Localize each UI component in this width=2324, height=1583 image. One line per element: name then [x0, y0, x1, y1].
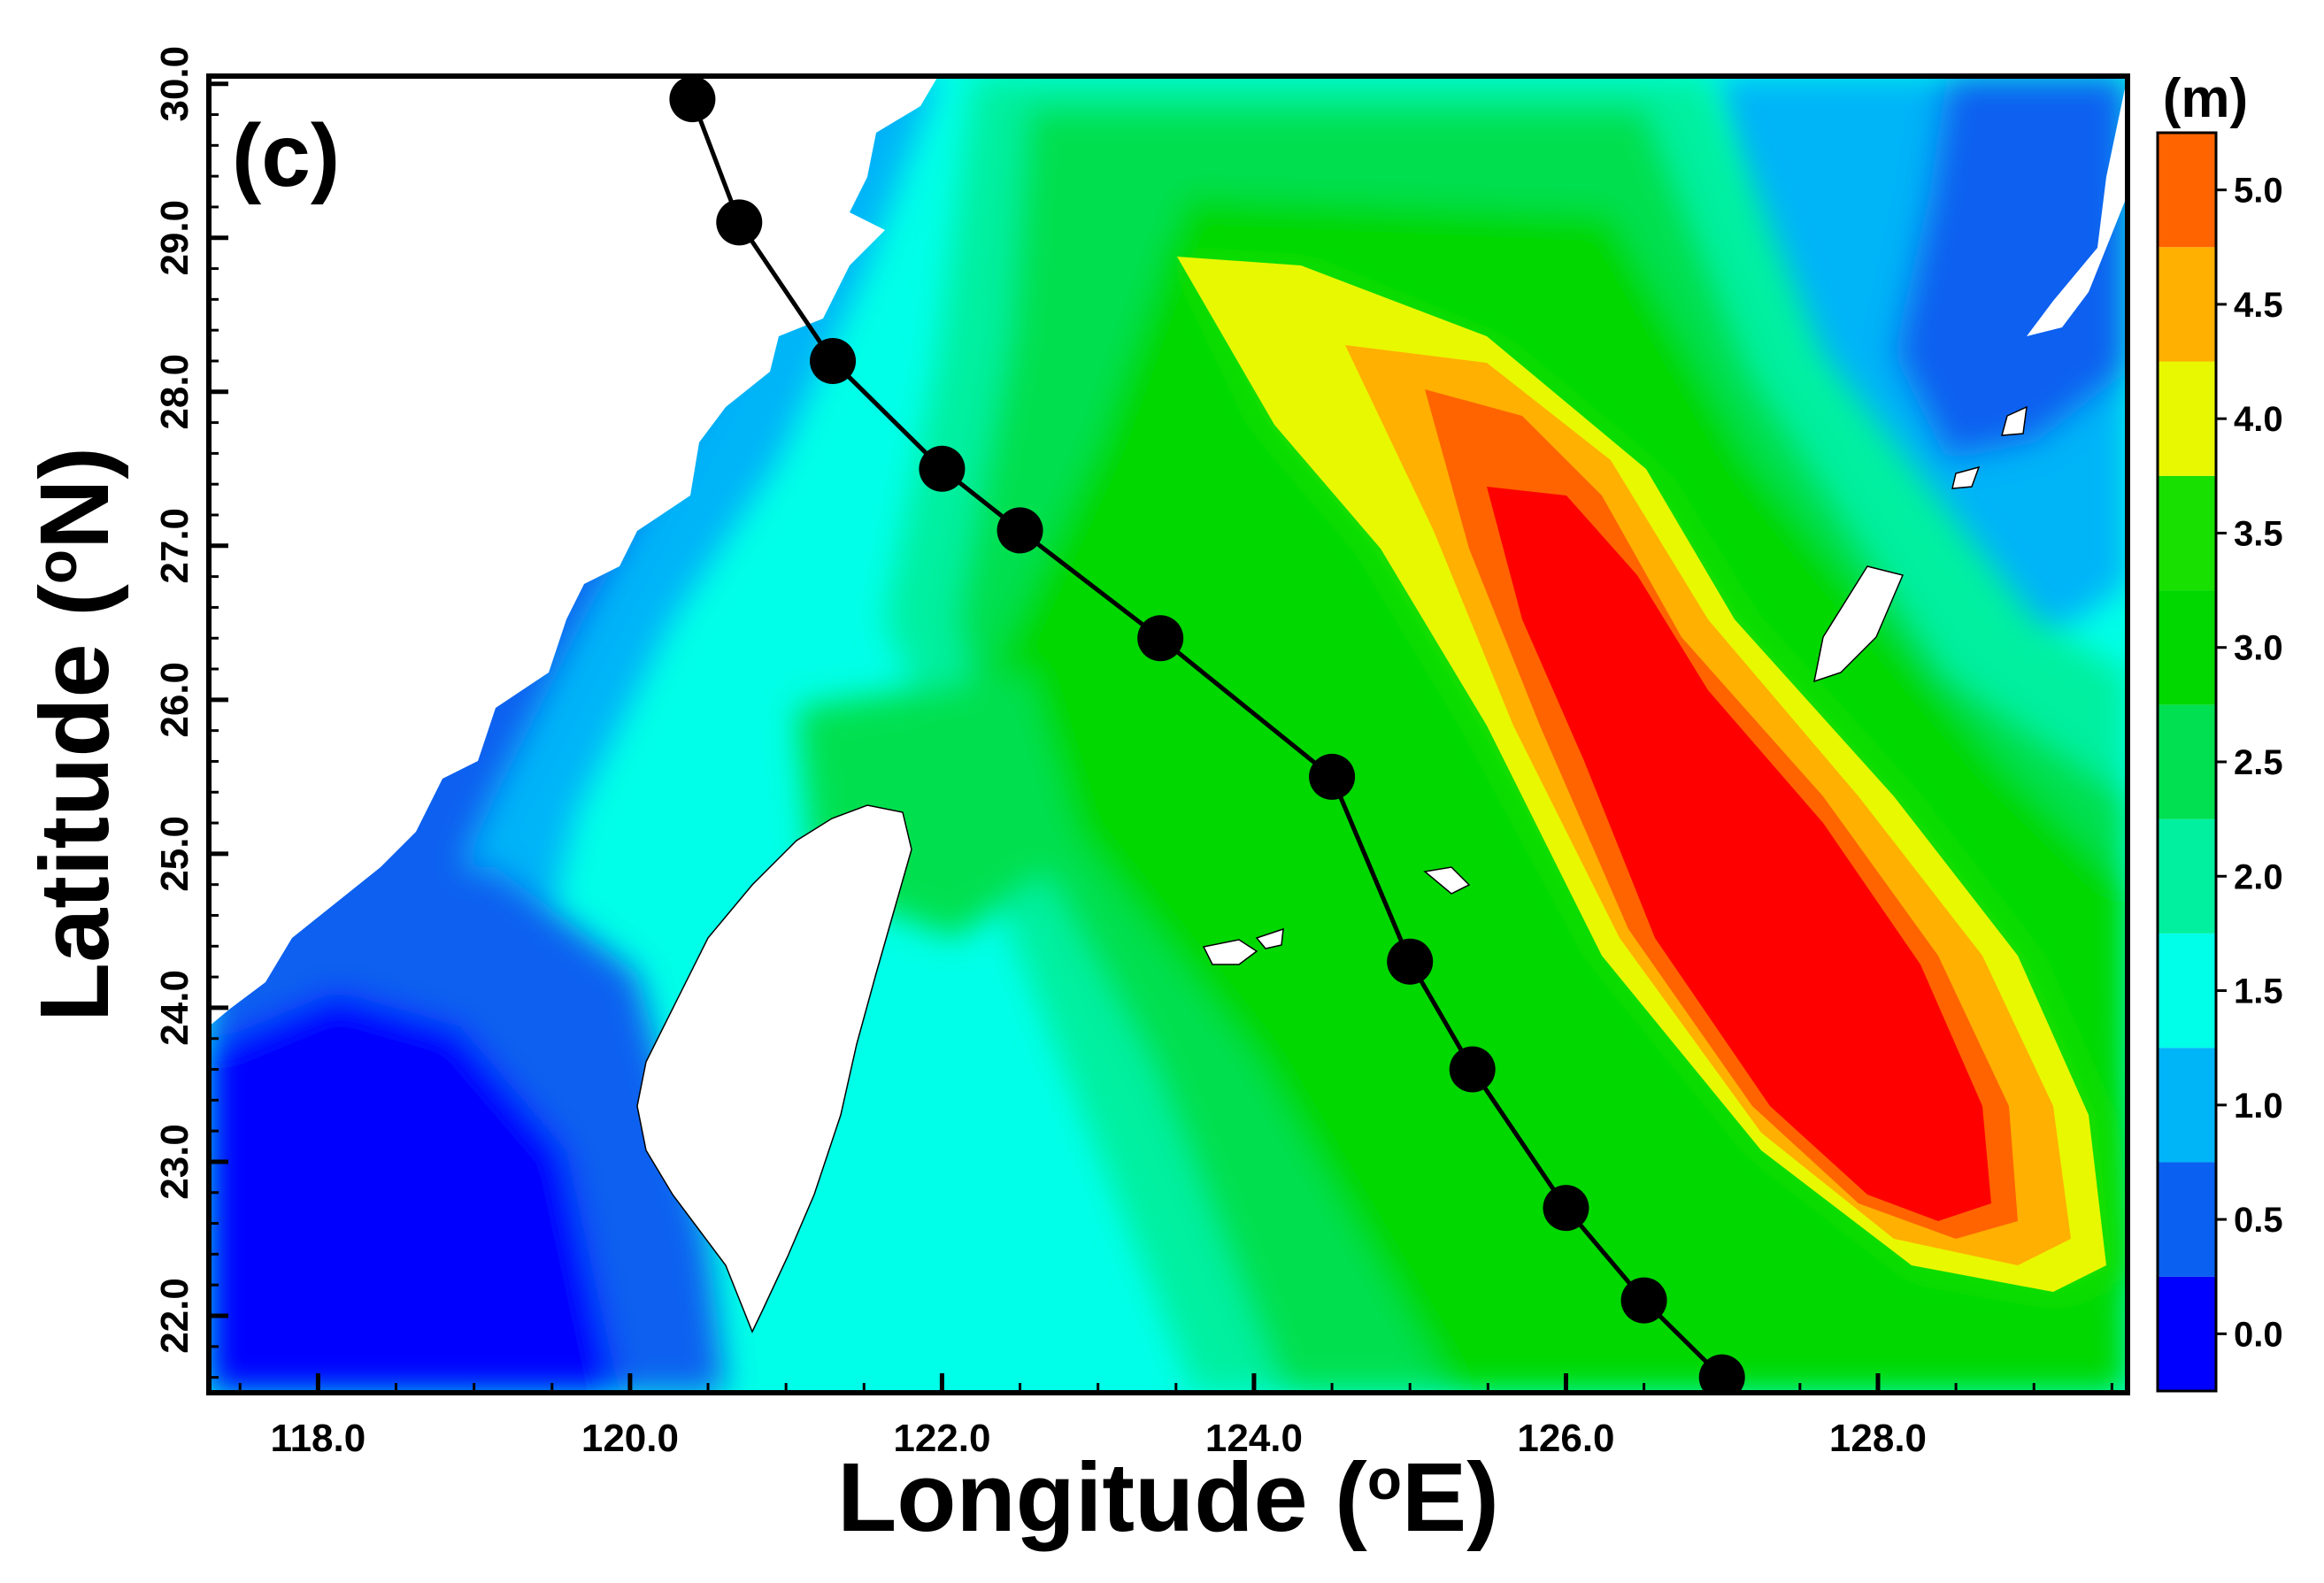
- colorbar-swatch: [2158, 704, 2216, 819]
- colorbar-tick-label: 4.5: [2234, 286, 2283, 325]
- y-tick-label: 28.0: [153, 354, 196, 430]
- x-axis: 118.0 120.0 122.0 124.0 126.0 128.0: [238, 1373, 2113, 1460]
- colorbar-unit: (m): [2163, 68, 2248, 129]
- sakishima-islands: [1202, 927, 1284, 965]
- panel-label: (c): [232, 106, 340, 205]
- track-point: [810, 337, 857, 384]
- colorbar-tick-label: 3.5: [2234, 514, 2283, 553]
- colorbar-swatch: [2158, 1048, 2216, 1163]
- colorbar-swatch: [2158, 933, 2216, 1049]
- kyushu-coast: [2027, 76, 2128, 336]
- colorbar-tick-label: 0.5: [2234, 1201, 2283, 1240]
- colorbar-swatch: [2158, 1162, 2216, 1277]
- ryukyu-island-small-2: [1951, 465, 1981, 489]
- colorbar-swatch: [2158, 133, 2216, 248]
- colorbar-tick-label: 4.0: [2234, 400, 2283, 439]
- y-axis-title: Latitude (oN): [20, 447, 129, 1022]
- y-tick-label: 22.0: [153, 1278, 196, 1354]
- china-mainland: [209, 76, 938, 1026]
- colorbar-swatch: [2158, 475, 2216, 591]
- colorbar-swatch: [2158, 590, 2216, 705]
- y-tick-label: 30.0: [153, 46, 196, 122]
- track-point: [997, 507, 1043, 554]
- colorbar-tick-label: 5.0: [2234, 172, 2283, 211]
- colorbar-tick-label: 0.0: [2234, 1315, 2283, 1354]
- x-axis-title: Longitude (oE): [837, 1443, 1499, 1552]
- y-tick-label: 25.0: [153, 816, 196, 892]
- y-axis: 22.0 23.0 24.0 25.0 26.0 27.0 28.0 29.0 30.0: [153, 46, 228, 1379]
- x-tick-label: 122.0: [893, 1417, 990, 1460]
- track-point: [1309, 753, 1356, 800]
- x-tick-label: 120.0: [581, 1417, 679, 1460]
- track-point: [919, 445, 966, 492]
- track-point: [1543, 1185, 1589, 1232]
- colorbar-swatch: [2158, 818, 2216, 934]
- track-point: [1387, 938, 1434, 985]
- track-point: [1698, 1354, 1745, 1393]
- x-tick-label: 124.0: [1205, 1417, 1303, 1460]
- colorbar: 0.0 0.5 1.0 1.5 2.0 2.5 3.0 3.5 4.0 4.5 5.0: [2156, 131, 2283, 1393]
- track-point: [1620, 1277, 1667, 1324]
- yaeyama-islands: [1423, 866, 1471, 895]
- colorbar-tick-label: 1.5: [2234, 972, 2283, 1011]
- colorbar-swatch: [2158, 247, 2216, 362]
- ryukyu-island-small-1: [2000, 405, 2028, 436]
- colorbar-tick-label: 2.5: [2234, 743, 2283, 782]
- colorbar-tick-label: 3.0: [2234, 629, 2283, 668]
- colorbar-tick-label: 1.0: [2234, 1087, 2283, 1126]
- ryukyu-island-okinawa: [1813, 565, 1905, 683]
- y-tick-label: 24.0: [153, 970, 196, 1046]
- y-tick-label: 29.0: [153, 200, 196, 276]
- taiwan-island: [636, 804, 912, 1333]
- typhoon-track: [669, 76, 1745, 1393]
- colorbar-tick-label: 2.0: [2234, 857, 2283, 896]
- y-tick-label: 23.0: [153, 1124, 196, 1200]
- y-tick-label: 26.0: [153, 662, 196, 738]
- x-tick-label: 118.0: [271, 1417, 366, 1460]
- northeast-low-zone: [1717, 76, 2128, 672]
- track-point: [1449, 1046, 1496, 1093]
- plot-frame: [206, 73, 2130, 1395]
- wave-field-plot: [209, 76, 2128, 1393]
- track-point: [1137, 615, 1184, 662]
- x-tick-label: 128.0: [1829, 1417, 1927, 1460]
- y-tick-label: 27.0: [153, 508, 196, 584]
- colorbar-swatch: [2158, 361, 2216, 476]
- x-tick-label: 126.0: [1517, 1417, 1614, 1460]
- track-point: [669, 76, 716, 123]
- track-point: [716, 199, 763, 246]
- colorbar-swatch: [2158, 1276, 2216, 1391]
- high-wave-band: [1177, 257, 2124, 1301]
